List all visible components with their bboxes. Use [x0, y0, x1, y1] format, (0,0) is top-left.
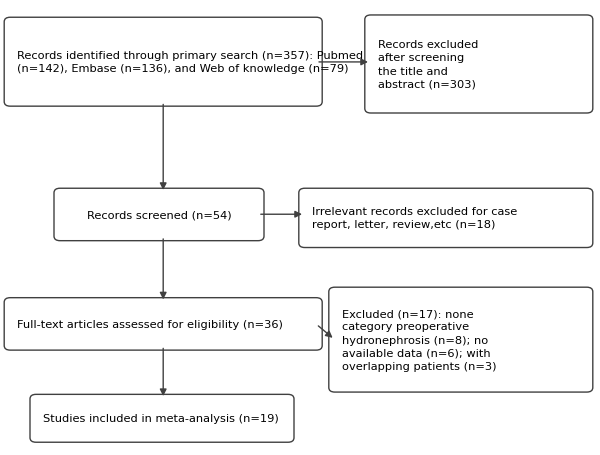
FancyBboxPatch shape	[299, 189, 593, 248]
FancyBboxPatch shape	[4, 18, 322, 107]
FancyBboxPatch shape	[30, 394, 294, 442]
FancyBboxPatch shape	[54, 189, 264, 241]
Text: Excluded (n=17): none
category preoperative
hydronephrosis (n=8); no
available d: Excluded (n=17): none category preoperat…	[342, 308, 497, 371]
Text: Records identified through primary search (n=357): Pubmed
(n=142), Embase (n=136: Records identified through primary searc…	[17, 51, 364, 74]
FancyBboxPatch shape	[4, 298, 322, 350]
Text: Records screened (n=54): Records screened (n=54)	[86, 210, 232, 220]
FancyBboxPatch shape	[365, 16, 593, 114]
Text: Records excluded
after screening
the title and
abstract (n=303): Records excluded after screening the tit…	[378, 40, 478, 90]
FancyBboxPatch shape	[329, 288, 593, 392]
Text: Studies included in meta-analysis (n=19): Studies included in meta-analysis (n=19)	[43, 414, 279, 423]
Text: Irrelevant records excluded for case
report, letter, review,etc (n=18): Irrelevant records excluded for case rep…	[312, 207, 517, 230]
Text: Full-text articles assessed for eligibility (n=36): Full-text articles assessed for eligibil…	[17, 319, 283, 329]
